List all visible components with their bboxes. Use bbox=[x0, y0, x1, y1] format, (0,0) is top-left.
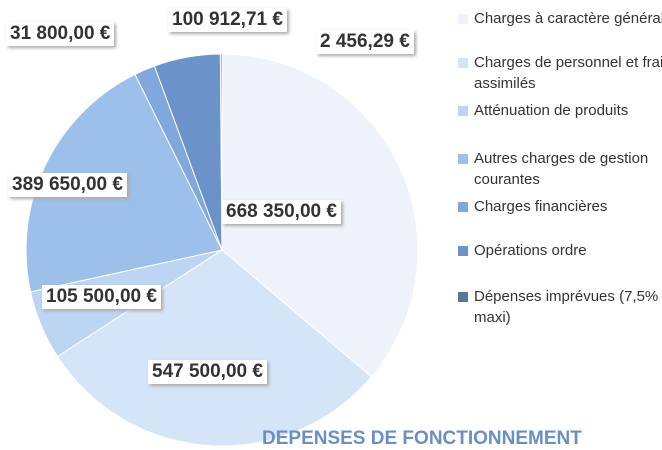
pie-slice bbox=[56, 249, 373, 447]
legend-item: Charges de personnel et frais assimilés bbox=[458, 52, 662, 94]
legend-item: Charges à caractère général bbox=[458, 8, 662, 29]
legend-item: Atténuation de produits bbox=[458, 100, 662, 121]
pie-slice bbox=[219, 53, 223, 251]
data-label: 31 800,00 € bbox=[6, 22, 115, 46]
data-label: 105 500,00 € bbox=[42, 285, 161, 309]
legend-swatch bbox=[458, 58, 468, 68]
legend-label: Atténuation de produits bbox=[474, 102, 629, 119]
legend-item: Opérations ordre bbox=[458, 240, 662, 261]
legend-swatch bbox=[458, 292, 468, 302]
legend-swatch bbox=[458, 106, 468, 116]
legend-swatch bbox=[458, 246, 468, 256]
legend-item: Dépenses imprévues (7,5% maxi) bbox=[458, 286, 662, 328]
legend-swatch bbox=[458, 14, 468, 24]
legend-label: Dépenses imprévues (7,5% maxi) bbox=[474, 288, 659, 326]
legend-swatch bbox=[458, 202, 468, 212]
data-label: 547 500,00 € bbox=[148, 360, 267, 384]
legend-swatch bbox=[458, 154, 468, 164]
legend-label: Charges à caractère général bbox=[474, 10, 662, 27]
chart-title: DEPENSES DE FONCTIONNEMENT bbox=[262, 428, 582, 449]
legend-label: Opérations ordre bbox=[474, 242, 587, 259]
data-label: 668 350,00 € bbox=[222, 200, 341, 224]
legend-item: Charges financières bbox=[458, 196, 662, 217]
legend-label: Charges financières bbox=[474, 198, 608, 215]
legend-label: Autres charges de gestion courantes bbox=[474, 150, 649, 188]
legend-item: Autres charges de gestion courantes bbox=[458, 148, 662, 190]
legend-label: Charges de personnel et frais assimilés bbox=[474, 54, 662, 92]
data-label: 389 650,00 € bbox=[8, 173, 127, 197]
data-label: 2 456,29 € bbox=[316, 30, 414, 54]
data-label: 100 912,71 € bbox=[168, 8, 287, 32]
